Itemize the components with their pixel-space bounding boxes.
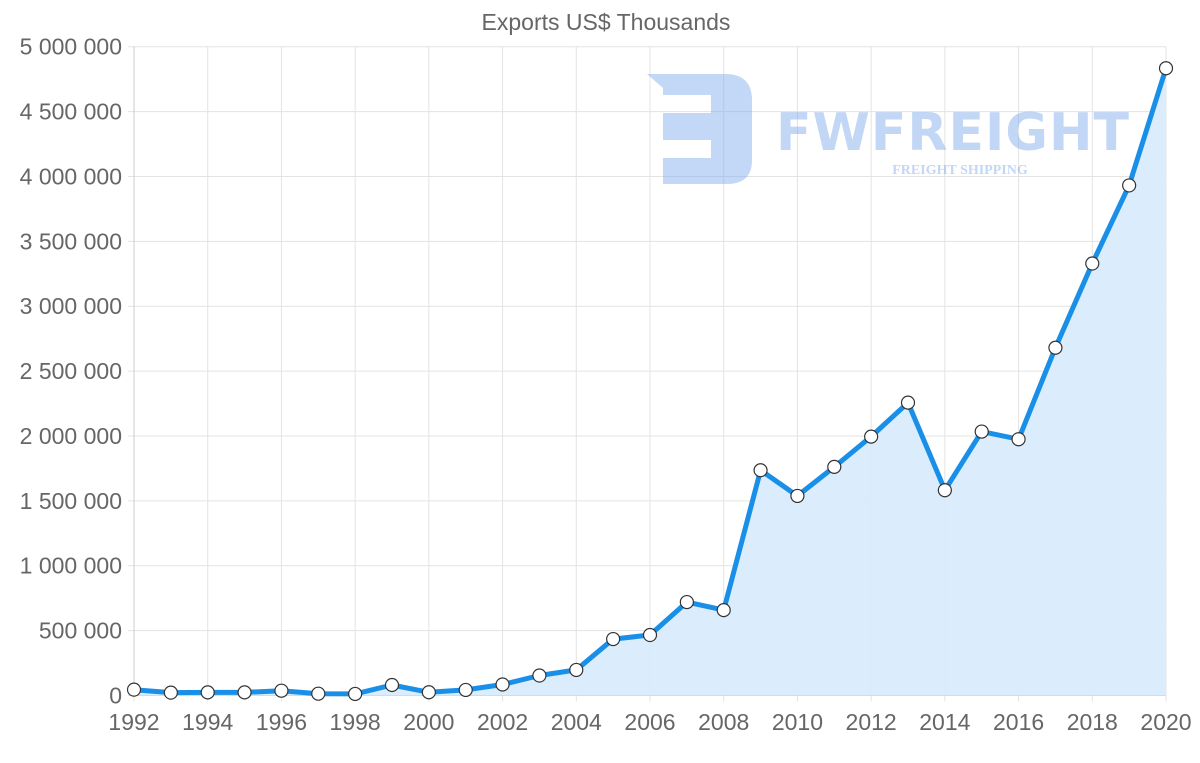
x-tick-label: 2000	[403, 709, 454, 735]
data-point[interactable]: 1994: 24000	[200, 685, 215, 700]
data-point[interactable]: 2015: 2034000	[974, 424, 989, 439]
y-tick-label: 0	[109, 683, 122, 709]
x-tick-label: 1998	[330, 709, 381, 735]
x-tick-label: 2018	[1067, 709, 1118, 735]
x-tick-label: 2002	[477, 709, 528, 735]
data-point[interactable]: 2019: 3931000	[1122, 178, 1137, 193]
data-point[interactable]: 2013: 2257000	[900, 395, 916, 410]
data-point[interactable]: 2014: 1582000	[937, 483, 952, 498]
data-point[interactable]: 1993: 22000	[163, 685, 178, 700]
data-point[interactable]: 2012: 1995000	[864, 429, 879, 444]
data-point[interactable]: 2017: 2680000	[1048, 340, 1063, 355]
x-tick-label: 2014	[919, 709, 970, 735]
data-point[interactable]: 2009: 1736000	[753, 463, 768, 478]
y-tick-label: 2 500 000	[20, 358, 122, 384]
x-tick-label: 1996	[256, 709, 307, 735]
data-point[interactable]: 2003: 154000	[532, 668, 547, 683]
y-tick-label: 2 000 000	[20, 423, 122, 449]
x-tick-label: 2012	[846, 709, 897, 735]
data-point[interactable]: 2001: 43000	[458, 682, 473, 698]
data-point[interactable]: 1996: 37000	[274, 683, 289, 698]
data-point[interactable]: 1998: 12000	[348, 686, 363, 702]
y-tick-label: 5 000 000	[20, 34, 122, 60]
data-point[interactable]: 2005: 435000	[606, 631, 621, 647]
fwfreight-logo-icon	[647, 74, 752, 184]
watermark-tagline: FREIGHT SHIPPING	[892, 163, 1028, 178]
fwfreight-watermark: FWFREIGHT FREIGHT SHIPPING	[647, 74, 1130, 184]
x-tick-label: 2020	[1140, 709, 1191, 735]
data-point[interactable]: 2002: 85000	[495, 677, 510, 692]
y-tick-label: 1 500 000	[20, 488, 122, 514]
data-point[interactable]: 2008: 658000	[716, 603, 731, 618]
data-point[interactable]: 2004: 197000	[569, 662, 584, 678]
watermark-brand: FWFREIGHT	[776, 103, 1130, 163]
x-tick-label: 1992	[108, 709, 159, 735]
x-tick-label: 2010	[772, 709, 823, 735]
x-tick-label: 2004	[551, 709, 602, 735]
y-tick-label: 4 000 000	[20, 163, 122, 189]
y-tick-label: 500 000	[39, 618, 122, 644]
x-tick-label: 1994	[182, 709, 233, 735]
axis-labels: 0 500 000 1 000 000 1 500 000 2 000 000 2 500…	[20, 34, 1192, 735]
x-tick-label: 2006	[624, 709, 675, 735]
data-point[interactable]: 2020: 4834000	[1158, 61, 1174, 76]
data-point[interactable]: 2006: 466000	[642, 627, 658, 643]
data-point[interactable]: 2007: 720000	[679, 594, 694, 610]
y-tick-label: 3 000 000	[20, 293, 122, 319]
data-point[interactable]: 1995: 24000	[237, 685, 252, 700]
data-point[interactable]: 2016: 1975000	[1011, 432, 1026, 447]
data-point[interactable]: 1997: 14000	[311, 686, 326, 701]
x-tick-label: 2008	[698, 709, 749, 735]
y-tick-label: 3 500 000	[20, 228, 122, 254]
series-area-fill	[134, 68, 1166, 696]
data-point[interactable]: 2011: 1762000	[827, 459, 842, 474]
data-point[interactable]: 1999: 81000	[384, 677, 400, 693]
y-tick-label: 1 000 000	[20, 553, 122, 579]
chart-title: Exports US$ Thousands	[482, 9, 731, 35]
x-tick-label: 2016	[993, 709, 1044, 735]
data-point[interactable]: 2018: 3329000	[1085, 256, 1100, 271]
y-tick-label: 4 500 000	[20, 99, 122, 125]
data-point[interactable]: 2010: 1538000	[790, 488, 805, 504]
